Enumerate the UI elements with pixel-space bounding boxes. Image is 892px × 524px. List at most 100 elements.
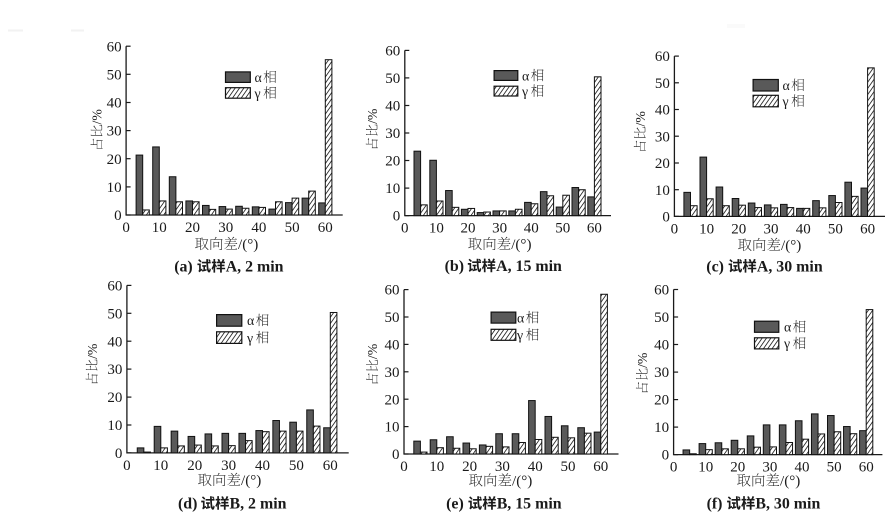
svg-text:20: 20 bbox=[462, 459, 477, 475]
svg-text:30: 30 bbox=[385, 365, 400, 381]
svg-text:20: 20 bbox=[185, 220, 200, 236]
svg-text:α: α bbox=[522, 68, 529, 83]
svg-text:10: 10 bbox=[429, 459, 444, 475]
svg-text:50: 50 bbox=[654, 310, 669, 326]
svg-text:30: 30 bbox=[107, 362, 122, 378]
svg-text:A, 2 min: A, 2 min bbox=[226, 258, 284, 275]
svg-text:0: 0 bbox=[670, 460, 678, 476]
svg-text:40: 40 bbox=[255, 458, 270, 474]
svg-text:/%: /% bbox=[365, 343, 380, 359]
svg-text:A, 30 min: A, 30 min bbox=[757, 258, 823, 275]
svg-text:/(°): /(°) bbox=[781, 238, 801, 254]
svg-text:60: 60 bbox=[654, 283, 669, 299]
svg-text:γ: γ bbox=[783, 336, 790, 351]
svg-text:(e): (e) bbox=[446, 496, 468, 513]
svg-text:/%: /% bbox=[635, 352, 650, 368]
svg-text:50: 50 bbox=[655, 76, 670, 92]
svg-text:40: 40 bbox=[385, 99, 400, 115]
svg-text:α: α bbox=[255, 70, 262, 85]
svg-text:/(°): /(°) bbox=[512, 474, 532, 490]
svg-text:60: 60 bbox=[587, 221, 602, 237]
svg-text:/(°): /(°) bbox=[241, 473, 261, 489]
svg-text:10: 10 bbox=[429, 221, 444, 237]
svg-text:20: 20 bbox=[461, 221, 476, 237]
svg-text:10: 10 bbox=[655, 183, 670, 199]
svg-text:40: 40 bbox=[654, 338, 669, 354]
svg-text:30: 30 bbox=[492, 221, 507, 237]
svg-text:40: 40 bbox=[107, 334, 122, 350]
svg-text:α: α bbox=[783, 78, 790, 93]
svg-text:0: 0 bbox=[123, 458, 131, 474]
svg-text:60: 60 bbox=[655, 49, 670, 65]
svg-text:50: 50 bbox=[107, 306, 122, 322]
svg-text:40: 40 bbox=[524, 221, 539, 237]
svg-text:60: 60 bbox=[860, 221, 875, 237]
svg-text:50: 50 bbox=[289, 458, 304, 474]
svg-text:10: 10 bbox=[152, 220, 167, 236]
svg-text:γ: γ bbox=[516, 328, 523, 343]
svg-text:30: 30 bbox=[107, 124, 122, 140]
svg-text:50: 50 bbox=[828, 221, 843, 237]
svg-text:20: 20 bbox=[385, 154, 400, 170]
svg-text:50: 50 bbox=[385, 71, 400, 87]
svg-text:0: 0 bbox=[392, 447, 400, 463]
svg-text:50: 50 bbox=[107, 67, 122, 83]
svg-text:α: α bbox=[517, 310, 524, 325]
svg-text:γ: γ bbox=[521, 84, 528, 99]
svg-text:0: 0 bbox=[662, 448, 670, 464]
svg-text:(b): (b) bbox=[445, 258, 468, 275]
svg-text:30: 30 bbox=[654, 365, 669, 381]
svg-text:60: 60 bbox=[385, 283, 400, 299]
svg-text:10: 10 bbox=[699, 221, 714, 237]
svg-text:50: 50 bbox=[561, 459, 576, 475]
svg-text:/(°): /(°) bbox=[511, 237, 531, 253]
svg-text:50: 50 bbox=[827, 460, 842, 476]
svg-text:50: 50 bbox=[285, 220, 300, 236]
svg-text:50: 50 bbox=[555, 221, 570, 237]
svg-text:20: 20 bbox=[107, 152, 122, 168]
svg-text:0: 0 bbox=[401, 221, 409, 237]
svg-text:60: 60 bbox=[318, 220, 333, 236]
svg-text:60: 60 bbox=[859, 460, 874, 476]
svg-text:(d): (d) bbox=[178, 496, 201, 513]
svg-text:60: 60 bbox=[323, 458, 338, 474]
svg-text:40: 40 bbox=[655, 103, 670, 119]
svg-text:40: 40 bbox=[528, 459, 543, 475]
svg-text:60: 60 bbox=[107, 279, 122, 295]
svg-text:30: 30 bbox=[764, 221, 779, 237]
svg-text:40: 40 bbox=[795, 460, 810, 476]
svg-text:50: 50 bbox=[385, 310, 400, 326]
svg-text:γ: γ bbox=[782, 94, 789, 109]
svg-text:α: α bbox=[247, 313, 254, 328]
svg-text:40: 40 bbox=[385, 338, 400, 354]
svg-text:0: 0 bbox=[122, 220, 130, 236]
svg-text:α: α bbox=[784, 320, 791, 335]
svg-text:/%: /% bbox=[85, 343, 100, 359]
svg-text:30: 30 bbox=[655, 129, 670, 145]
svg-text:0: 0 bbox=[114, 208, 122, 224]
svg-text:(f): (f) bbox=[707, 496, 727, 513]
svg-text:B, 2 min: B, 2 min bbox=[230, 496, 287, 513]
svg-text:30: 30 bbox=[495, 459, 510, 475]
svg-text:10: 10 bbox=[654, 420, 669, 436]
svg-text:/%: /% bbox=[365, 108, 380, 124]
svg-text:/%: /% bbox=[633, 111, 648, 127]
svg-text:60: 60 bbox=[385, 44, 400, 60]
svg-text:/(°): /(°) bbox=[238, 237, 258, 253]
svg-text:30: 30 bbox=[218, 220, 233, 236]
svg-text:(a): (a) bbox=[174, 258, 197, 275]
svg-text:20: 20 bbox=[107, 390, 122, 406]
svg-text:/(°): /(°) bbox=[780, 474, 800, 490]
svg-text:(c): (c) bbox=[706, 258, 728, 275]
svg-text:10: 10 bbox=[153, 458, 168, 474]
svg-text:20: 20 bbox=[187, 458, 202, 474]
svg-text:10: 10 bbox=[107, 180, 122, 196]
svg-text:20: 20 bbox=[731, 221, 746, 237]
svg-text:20: 20 bbox=[654, 393, 669, 409]
svg-text:30: 30 bbox=[385, 126, 400, 142]
svg-text:30: 30 bbox=[221, 458, 236, 474]
svg-text:20: 20 bbox=[730, 460, 745, 476]
svg-text:30: 30 bbox=[762, 460, 777, 476]
svg-text:40: 40 bbox=[107, 96, 122, 112]
svg-text:/%: /% bbox=[90, 109, 105, 125]
